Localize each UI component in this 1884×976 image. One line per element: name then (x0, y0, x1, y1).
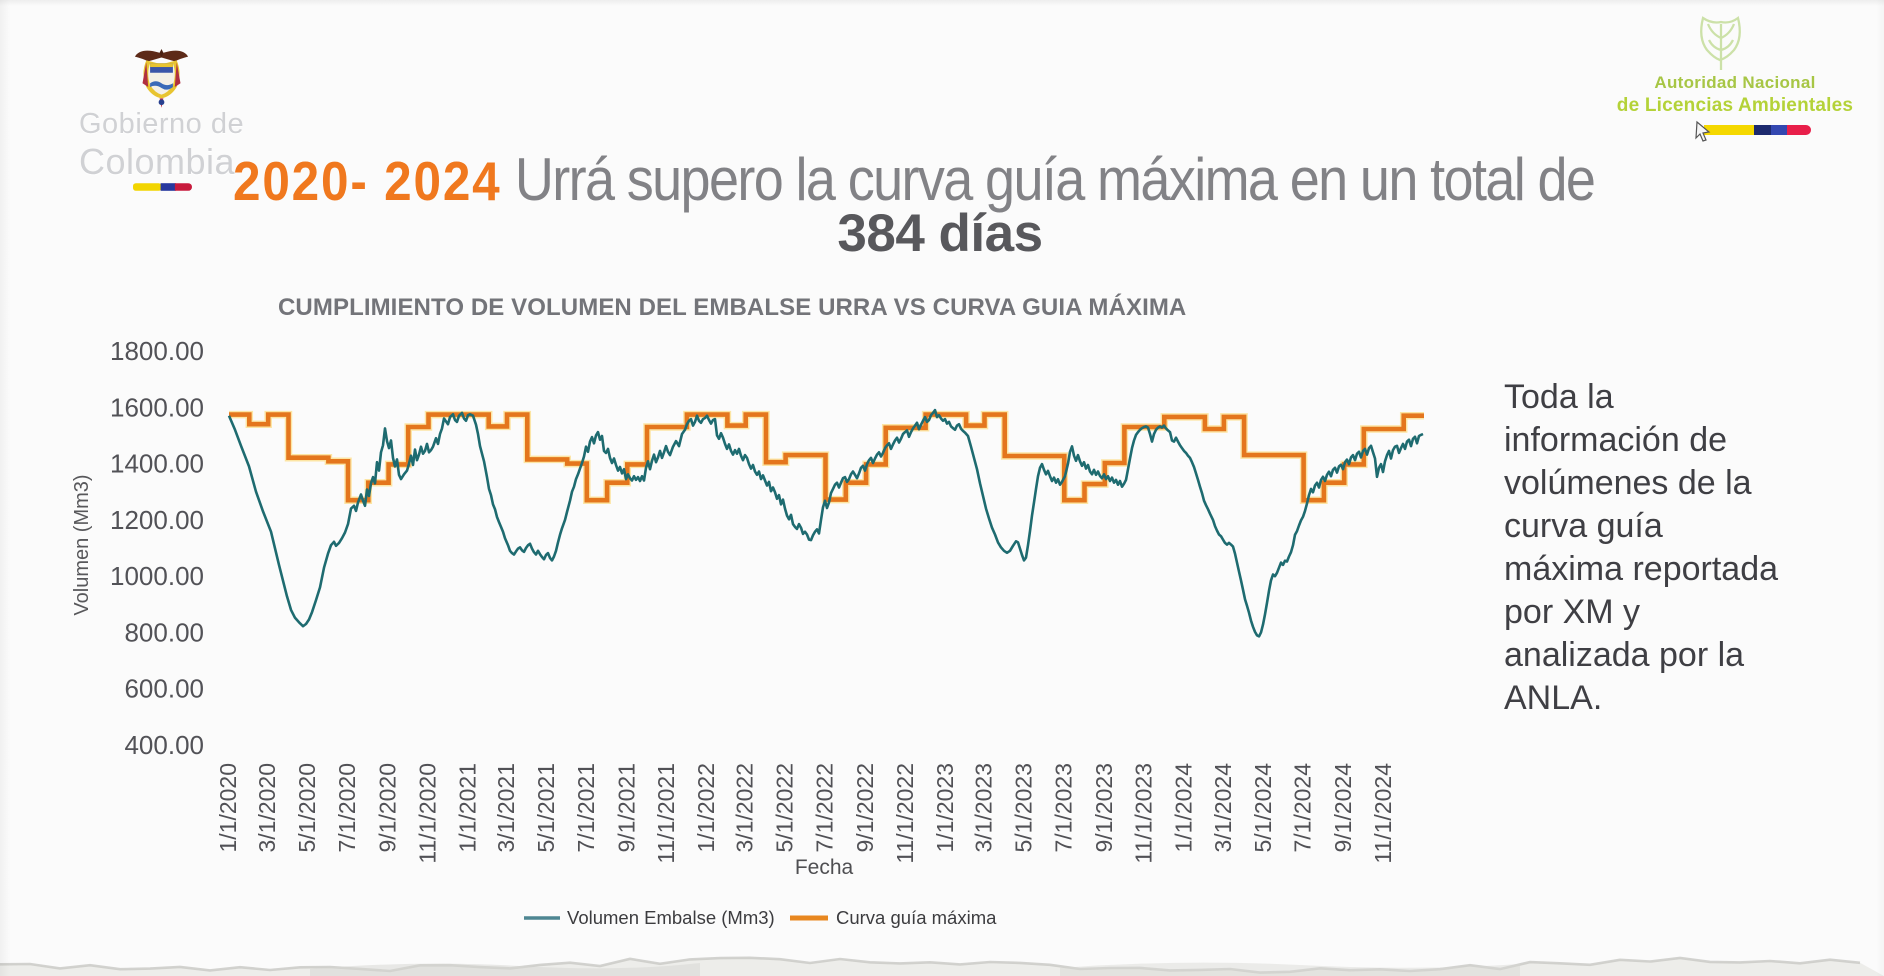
svg-text:5/1/2020: 5/1/2020 (294, 763, 320, 853)
svg-text:7/1/2023: 7/1/2023 (1050, 763, 1076, 853)
svg-text:3/1/2024: 3/1/2024 (1210, 763, 1236, 853)
svg-text:1200.00: 1200.00 (110, 505, 204, 535)
svg-text:9/1/2021: 9/1/2021 (613, 763, 639, 853)
svg-text:Volumen (Mm3): Volumen (Mm3) (71, 474, 93, 615)
svg-text:9/1/2020: 9/1/2020 (375, 763, 401, 853)
svg-text:Curva guía máxima: Curva guía máxima (836, 907, 997, 928)
svg-text:1/1/2024: 1/1/2024 (1171, 763, 1197, 853)
svg-text:11/1/2020: 11/1/2020 (415, 763, 441, 864)
svg-text:600.00: 600.00 (124, 674, 204, 704)
svg-text:Volumen Embalse (Mm3): Volumen Embalse (Mm3) (567, 907, 775, 928)
svg-text:7/1/2020: 7/1/2020 (334, 763, 360, 853)
svg-text:800.00: 800.00 (124, 617, 204, 647)
svg-text:400.00: 400.00 (124, 730, 204, 760)
svg-text:3/1/2020: 3/1/2020 (254, 763, 280, 853)
svg-text:1/1/2023: 1/1/2023 (932, 763, 958, 853)
svg-text:5/1/2021: 5/1/2021 (533, 763, 559, 853)
svg-text:9/1/2023: 9/1/2023 (1091, 763, 1117, 853)
svg-text:3/1/2022: 3/1/2022 (732, 763, 758, 853)
svg-text:3/1/2023: 3/1/2023 (971, 763, 997, 853)
svg-text:7/1/2024: 7/1/2024 (1290, 763, 1316, 853)
svg-text:1000.00: 1000.00 (110, 561, 204, 591)
svg-text:1/1/2022: 1/1/2022 (693, 763, 719, 853)
svg-text:9/1/2022: 9/1/2022 (852, 763, 878, 853)
svg-text:11/1/2023: 11/1/2023 (1131, 763, 1157, 864)
svg-text:1800.00: 1800.00 (110, 336, 204, 366)
svg-text:1600.00: 1600.00 (110, 392, 204, 422)
svg-text:5/1/2023: 5/1/2023 (1010, 763, 1036, 853)
svg-text:9/1/2024: 9/1/2024 (1330, 763, 1356, 853)
svg-text:1/1/2020: 1/1/2020 (215, 763, 241, 853)
svg-text:1/1/2021: 1/1/2021 (454, 763, 480, 853)
svg-text:1400.00: 1400.00 (110, 449, 204, 479)
svg-text:7/1/2021: 7/1/2021 (573, 763, 599, 853)
svg-text:5/1/2022: 5/1/2022 (772, 763, 798, 853)
svg-text:7/1/2022: 7/1/2022 (812, 763, 838, 853)
svg-text:3/1/2021: 3/1/2021 (493, 763, 519, 853)
svg-text:11/1/2021: 11/1/2021 (653, 763, 679, 864)
svg-text:Fecha: Fecha (795, 856, 854, 879)
svg-text:11/1/2022: 11/1/2022 (892, 763, 918, 864)
svg-text:11/1/2024: 11/1/2024 (1370, 763, 1396, 864)
svg-text:5/1/2024: 5/1/2024 (1250, 763, 1276, 853)
